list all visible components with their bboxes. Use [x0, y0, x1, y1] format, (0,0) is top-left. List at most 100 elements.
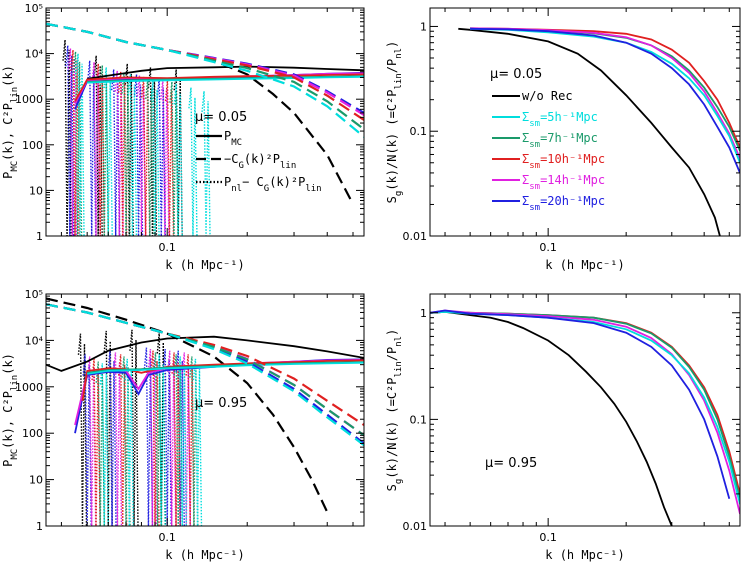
series-line-red — [430, 310, 740, 495]
series-line-cyan-solid — [87, 361, 364, 375]
dotted-residual-black — [77, 333, 88, 526]
y-tick-label: 1 — [420, 20, 427, 33]
legend-label: Σsm=14h⁻¹Mpc — [522, 173, 605, 192]
panel-bottom-right: 0.1 0.01 0.1 1 k (h Mpc⁻¹) Sg(k)/N(k) (=C²Pli… — [385, 293, 741, 562]
y-axis-label: Sg(k)/N(k) (=C²Plin/Pnl) — [385, 41, 404, 204]
x-tick-label: 0.1 — [539, 241, 557, 254]
dotted-residual-cyan — [99, 363, 110, 526]
y-tick-label: 1 — [420, 307, 427, 320]
x-tick-label: 0.1 — [158, 531, 176, 544]
plot-area — [430, 309, 740, 526]
x-tick-label: 0.1 — [539, 531, 557, 544]
x-axis-label: k (h Mpc⁻¹) — [165, 258, 244, 272]
y-tick-label: 10⁵ — [25, 2, 43, 15]
dotted-residual-green — [145, 78, 155, 236]
dotted-residual-blue — [133, 74, 144, 236]
dotted-residual-red — [95, 63, 105, 236]
dotted-residual-black — [173, 69, 183, 236]
mu-label: μ= 0.05 — [195, 110, 247, 125]
series-line-black — [458, 27, 721, 236]
y-tick-label: 1000 — [15, 93, 43, 106]
y-tick-label: 1 — [36, 520, 43, 533]
x-axis-label: k (h Mpc⁻¹) — [545, 548, 624, 562]
legend-label: w/o Rec — [522, 89, 573, 103]
legend-label: −CG(k)²Plin — [224, 152, 296, 171]
dotted-residual-cyan — [177, 356, 188, 526]
series-line-black — [430, 310, 673, 526]
dotted-residual-green — [99, 65, 110, 236]
x-tick-label: 0.1 — [158, 241, 176, 254]
dotted-residual-magenta — [136, 75, 147, 236]
dotted-residual-green — [173, 354, 183, 526]
series-line-cyan-dashed — [46, 303, 364, 447]
dotted-residual-green — [169, 81, 179, 236]
mu-label: μ= 0.05 — [490, 67, 542, 82]
plot-frame — [429, 7, 741, 237]
mu-label: μ= 0.95 — [485, 456, 537, 471]
plot-frame — [45, 7, 365, 237]
series-line-cyan — [430, 310, 740, 505]
y-tick-label: 0.1 — [410, 125, 428, 138]
series-line-blue — [430, 309, 731, 500]
series-line-black-dashed — [46, 297, 329, 513]
dotted-residual-blue — [143, 347, 154, 526]
y-axis-label: PMC(k), C²Plin(k) — [1, 65, 20, 179]
legend-label: Σsm=20h⁻¹Mpc — [522, 194, 605, 213]
dotted-residual-red — [70, 49, 80, 236]
series-line-black-solid — [87, 65, 364, 80]
series-line-red — [470, 27, 740, 148]
legend: w/o Rec Σsm=5h⁻¹Mpc Σsm=7h⁻¹Mpc Σsm=10h⁻¹Mp… — [492, 89, 605, 213]
x-axis-label: k (h Mpc⁻¹) — [165, 548, 244, 562]
series-line-red-solid — [74, 73, 364, 102]
dotted-residual-cyan — [75, 53, 85, 236]
y-tick-label: 0.01 — [403, 230, 428, 243]
y-tick-label: 0.1 — [410, 413, 428, 426]
dotted-residual-red — [185, 354, 195, 526]
y-tick-label: 1 — [36, 230, 43, 243]
series-line-green — [430, 310, 740, 500]
dotted-residual-black — [129, 329, 139, 526]
series-line-cyan-dashed — [46, 22, 364, 138]
legend-label: PMC — [224, 129, 242, 148]
legend-label: Pnl− CG(k)²Plin — [224, 175, 322, 194]
y-tick-label: 100 — [22, 427, 43, 440]
legend: PMC −CG(k)²Plin Pnl− CG(k)²Plin — [196, 129, 322, 194]
series-line-cyan — [470, 27, 740, 164]
dotted-residual-cyan — [156, 354, 166, 526]
dotted-residual-black — [124, 63, 134, 236]
panel-top-right: 0.1 0.01 0.1 1 k (h Mpc⁻¹) Sg(k)/N(k) (=C²Pli… — [385, 7, 741, 272]
dotted-residual-cyan — [127, 74, 138, 236]
dotted-residual-red — [117, 354, 128, 526]
dotted-residual-cyan — [150, 79, 160, 236]
mu-label: μ= 0.95 — [195, 396, 247, 411]
dotted-residual-black — [62, 39, 72, 236]
legend-label: Σsm=5h⁻¹Mpc — [522, 110, 598, 129]
y-tick-label: 10 — [29, 474, 43, 487]
dotted-residual-cyan — [173, 83, 183, 236]
y-tick-label: 10 — [29, 184, 43, 197]
y-tick-label: 100 — [22, 139, 43, 152]
y-tick-label: 10⁴ — [25, 48, 44, 61]
legend-label: Σsm=10h⁻¹Mpc — [522, 152, 605, 171]
plot-frame — [429, 293, 741, 527]
y-tick-label: 10⁵ — [25, 288, 43, 301]
panel-bottom-left: 0.1 1 10 100 1000 10⁴ 10⁵ k (h Mpc⁻¹) PMC(k), C²… — [1, 288, 365, 562]
x-axis-label: k (h Mpc⁻¹) — [545, 258, 624, 272]
y-axis-label: Sg(k)/N(k) (=C²Plin/Pnl) — [385, 329, 404, 492]
plot-area — [458, 27, 740, 236]
legend-label: Σsm=7h⁻¹Mpc — [522, 131, 598, 150]
dotted-residual-magenta — [67, 48, 78, 236]
plot-area — [46, 22, 364, 236]
y-tick-label: 0.01 — [403, 520, 428, 533]
series-line-cyan-solid — [87, 75, 364, 84]
series-line-magenta — [430, 309, 740, 515]
dotted-residual-green — [121, 72, 131, 236]
dotted-residual-blue — [82, 354, 92, 526]
dotted-residual-magenta — [147, 349, 158, 526]
y-tick-label: 1000 — [15, 381, 43, 394]
series-line-blue — [470, 27, 740, 174]
series-line-black-solid — [46, 335, 364, 372]
plot-frame — [45, 293, 365, 527]
series-line-magenta — [470, 27, 740, 159]
